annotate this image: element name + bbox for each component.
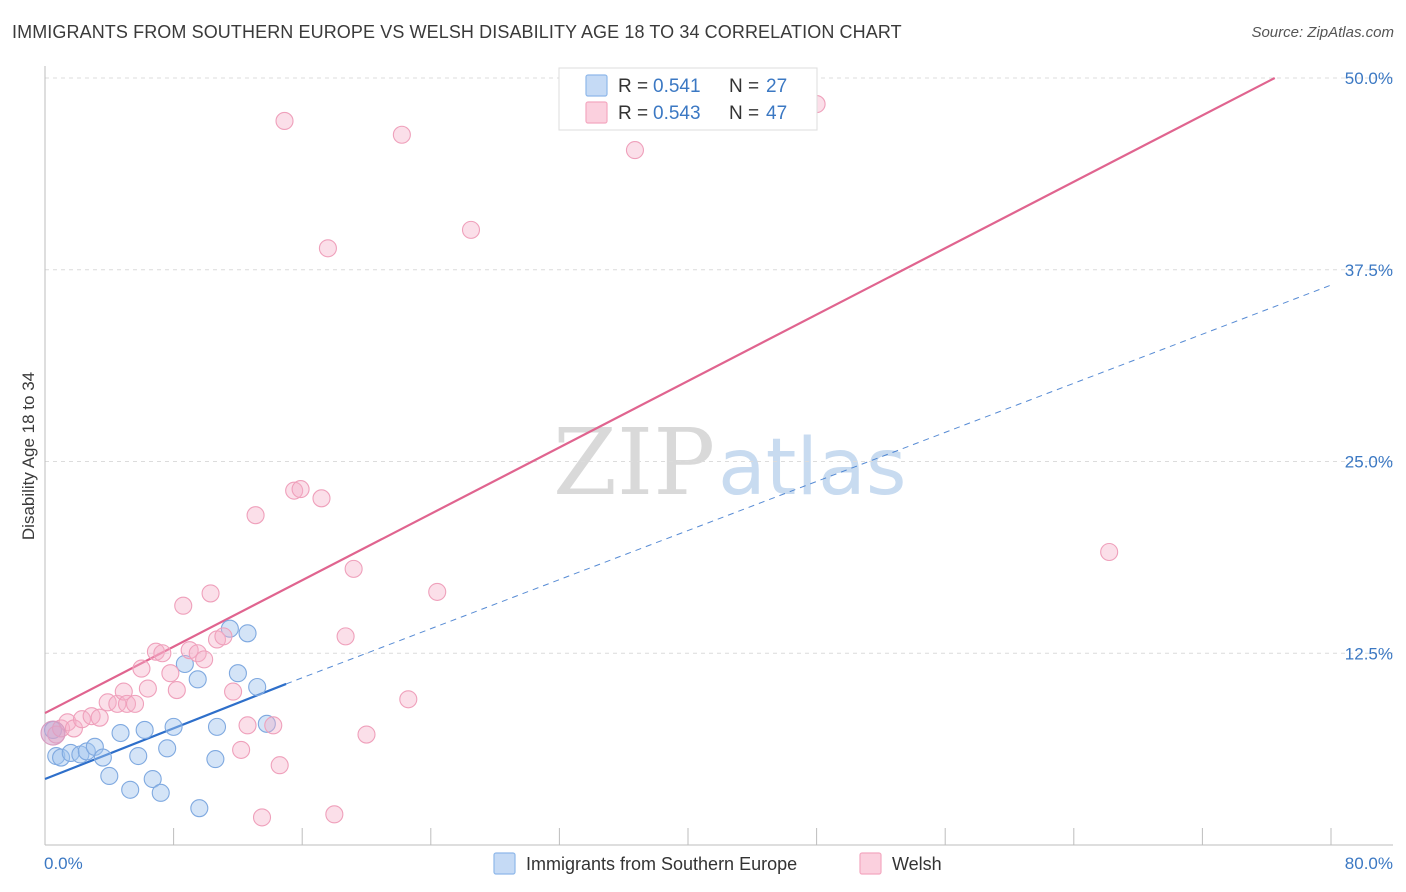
bottom-legend-swatch-welsh bbox=[859, 852, 882, 875]
y-tick-label-3: 50.0% bbox=[1345, 69, 1393, 88]
point-welsh-32 bbox=[275, 111, 294, 131]
x-tick-label-max: 80.0% bbox=[1345, 854, 1393, 873]
point-welsh-37 bbox=[325, 805, 344, 824]
point-immigrants-12 bbox=[135, 720, 154, 740]
data-points bbox=[40, 95, 1119, 827]
point-welsh-17 bbox=[167, 681, 186, 700]
point-welsh-34 bbox=[291, 480, 310, 499]
legend-r-label-welsh: R = bbox=[618, 103, 648, 124]
bottom-legend-label-welsh: Welsh bbox=[892, 854, 942, 874]
point-welsh-16 bbox=[161, 664, 180, 683]
point-welsh-33 bbox=[285, 481, 304, 500]
point-immigrants-14 bbox=[151, 783, 170, 802]
point-immigrants-16 bbox=[164, 717, 183, 736]
point-welsh-18 bbox=[174, 596, 193, 615]
watermark-zip: ZIP bbox=[553, 409, 715, 516]
point-welsh-43 bbox=[428, 582, 447, 601]
point-welsh-29 bbox=[252, 808, 272, 827]
point-welsh-4 bbox=[72, 710, 92, 729]
legend-swatch-immigrants bbox=[585, 74, 608, 97]
legend-n-value-welsh: 47 bbox=[766, 103, 787, 124]
trend-line-welsh bbox=[44, 77, 1276, 715]
point-immigrants-3 bbox=[61, 743, 80, 763]
point-welsh-25 bbox=[224, 682, 243, 701]
point-immigrants-9 bbox=[111, 723, 130, 743]
source-credit: Source: ZipAtlas.com bbox=[1251, 24, 1394, 41]
point-welsh-26 bbox=[232, 740, 251, 759]
point-immigrants-15 bbox=[158, 739, 177, 758]
point-immigrants-10 bbox=[121, 780, 140, 799]
point-immigrants-11 bbox=[129, 746, 148, 766]
point-welsh-24 bbox=[214, 627, 233, 646]
point-immigrants-17 bbox=[175, 654, 194, 674]
point-welsh-27 bbox=[238, 716, 257, 735]
y-tick-label-2: 37.5% bbox=[1345, 261, 1393, 280]
point-welsh-42 bbox=[392, 125, 411, 144]
point-immigrants-19 bbox=[190, 799, 209, 818]
point-welsh-44 bbox=[461, 220, 481, 239]
point-welsh-14 bbox=[146, 642, 165, 661]
point-welsh-28 bbox=[246, 506, 265, 525]
y-tick-labels: 12.5% 25.0% 37.5% 50.0% bbox=[1345, 69, 1393, 663]
bottom-legend-label-immigrants: Immigrants from Southern Europe bbox=[526, 854, 797, 874]
y-axis-label: Disability Age 18 to 34 bbox=[19, 372, 38, 540]
legend-n-label-immigrants: N = bbox=[729, 76, 759, 97]
point-welsh-40 bbox=[357, 725, 376, 744]
point-welsh-38 bbox=[336, 627, 355, 646]
point-welsh-6 bbox=[90, 708, 109, 727]
point-immigrants-24 bbox=[238, 624, 257, 643]
stats-legend: R = 0.541 N = 27 R = 0.543 N = 47 bbox=[558, 67, 818, 131]
point-immigrants-23 bbox=[228, 664, 247, 683]
point-immigrants-18 bbox=[188, 670, 207, 689]
gridlines bbox=[45, 77, 1393, 654]
legend-r-value-welsh: 0.543 bbox=[653, 103, 701, 124]
point-immigrants-26 bbox=[257, 714, 276, 733]
point-welsh-15 bbox=[153, 644, 172, 663]
point-welsh-36 bbox=[318, 239, 337, 258]
point-welsh-31 bbox=[270, 756, 289, 775]
point-welsh-45 bbox=[625, 141, 645, 160]
point-welsh-22 bbox=[201, 584, 220, 603]
x-tick-label-min: 0.0% bbox=[44, 854, 83, 873]
legend-r-label-immigrants: R = bbox=[618, 76, 648, 97]
legend-r-value-immigrants: 0.541 bbox=[653, 76, 701, 97]
point-immigrants-13 bbox=[143, 769, 162, 789]
point-cluster-origin bbox=[40, 720, 66, 746]
point-welsh-11 bbox=[125, 694, 145, 713]
point-immigrants-22 bbox=[220, 619, 239, 638]
point-welsh-47 bbox=[1100, 542, 1119, 562]
axes bbox=[44, 66, 1393, 846]
point-immigrants-8 bbox=[100, 766, 119, 786]
point-immigrants-20 bbox=[206, 750, 225, 769]
point-welsh-12 bbox=[132, 659, 151, 678]
point-welsh-39 bbox=[344, 559, 363, 578]
point-welsh-41 bbox=[399, 690, 418, 709]
watermark-atlas: atlas bbox=[718, 423, 907, 513]
series-legend: Immigrants from Southern Europe Welsh bbox=[493, 852, 942, 875]
point-welsh-35 bbox=[312, 489, 331, 508]
point-welsh-13 bbox=[138, 679, 157, 698]
point-immigrants-7 bbox=[93, 748, 112, 767]
point-welsh-30 bbox=[264, 716, 283, 735]
y-tick-label-0: 12.5% bbox=[1345, 644, 1393, 663]
trend-line-immigrants bbox=[44, 682, 287, 781]
y-tick-label-1: 25.0% bbox=[1345, 453, 1393, 472]
chart-title: IMMIGRANTS FROM SOUTHERN EUROPE VS WELSH… bbox=[12, 22, 902, 42]
point-welsh-21 bbox=[195, 650, 214, 669]
trend-lines bbox=[44, 77, 1332, 781]
legend-swatch-welsh bbox=[585, 101, 608, 124]
point-immigrants-25 bbox=[248, 677, 267, 697]
point-immigrants-2 bbox=[52, 748, 71, 767]
bottom-legend-swatch-immigrants bbox=[493, 852, 516, 875]
legend-n-value-immigrants: 27 bbox=[766, 76, 787, 97]
point-immigrants-21 bbox=[207, 717, 227, 736]
point-welsh-7 bbox=[98, 693, 117, 712]
legend-n-label-welsh: N = bbox=[729, 103, 759, 124]
